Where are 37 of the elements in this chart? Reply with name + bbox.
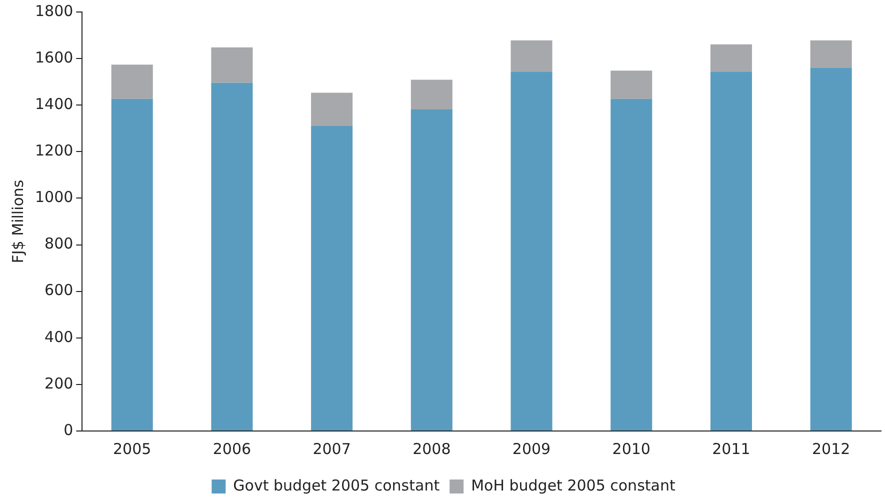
bar — [111, 64, 153, 99]
bar — [410, 80, 452, 110]
bar — [410, 109, 452, 430]
y-tick-label: 1200 — [34, 142, 74, 160]
bar — [311, 126, 353, 430]
y-tick-label: 600 — [44, 281, 74, 300]
bar — [610, 98, 652, 430]
y-tick-label: 1000 — [34, 188, 74, 206]
y-tick-label: 1400 — [34, 95, 74, 113]
bar — [710, 72, 752, 430]
bar — [111, 98, 153, 430]
x-tick-label: 2008 — [412, 440, 451, 458]
bar — [510, 72, 552, 430]
x-tick-label: 2005 — [113, 440, 152, 458]
y-tick-label: 0 — [64, 420, 74, 439]
y-axis-title: FJ$ Millions — [8, 180, 27, 264]
legend-label: MoH budget 2005 constant — [471, 476, 676, 494]
x-tick-label: 2010 — [612, 440, 650, 458]
x-tick-label: 2011 — [712, 440, 750, 458]
y-tick-label: 1600 — [34, 48, 74, 66]
x-tick-label: 2006 — [212, 440, 252, 458]
y-tick-label: 400 — [44, 328, 74, 346]
bar — [211, 47, 253, 83]
x-tick-label: 2007 — [312, 440, 351, 458]
bar — [211, 82, 253, 430]
legend-label: Govt budget 2005 constant — [233, 476, 440, 494]
y-tick-label: 800 — [44, 234, 74, 253]
bar — [810, 40, 852, 68]
bar — [510, 40, 552, 72]
y-tick-label: 200 — [44, 374, 74, 392]
bar — [610, 70, 652, 99]
bar — [311, 92, 353, 126]
bar — [810, 68, 852, 430]
y-tick-label: 1800 — [34, 2, 74, 20]
bar — [710, 44, 752, 72]
x-tick-label: 2012 — [812, 440, 850, 458]
x-tick-label: 2009 — [512, 440, 551, 458]
